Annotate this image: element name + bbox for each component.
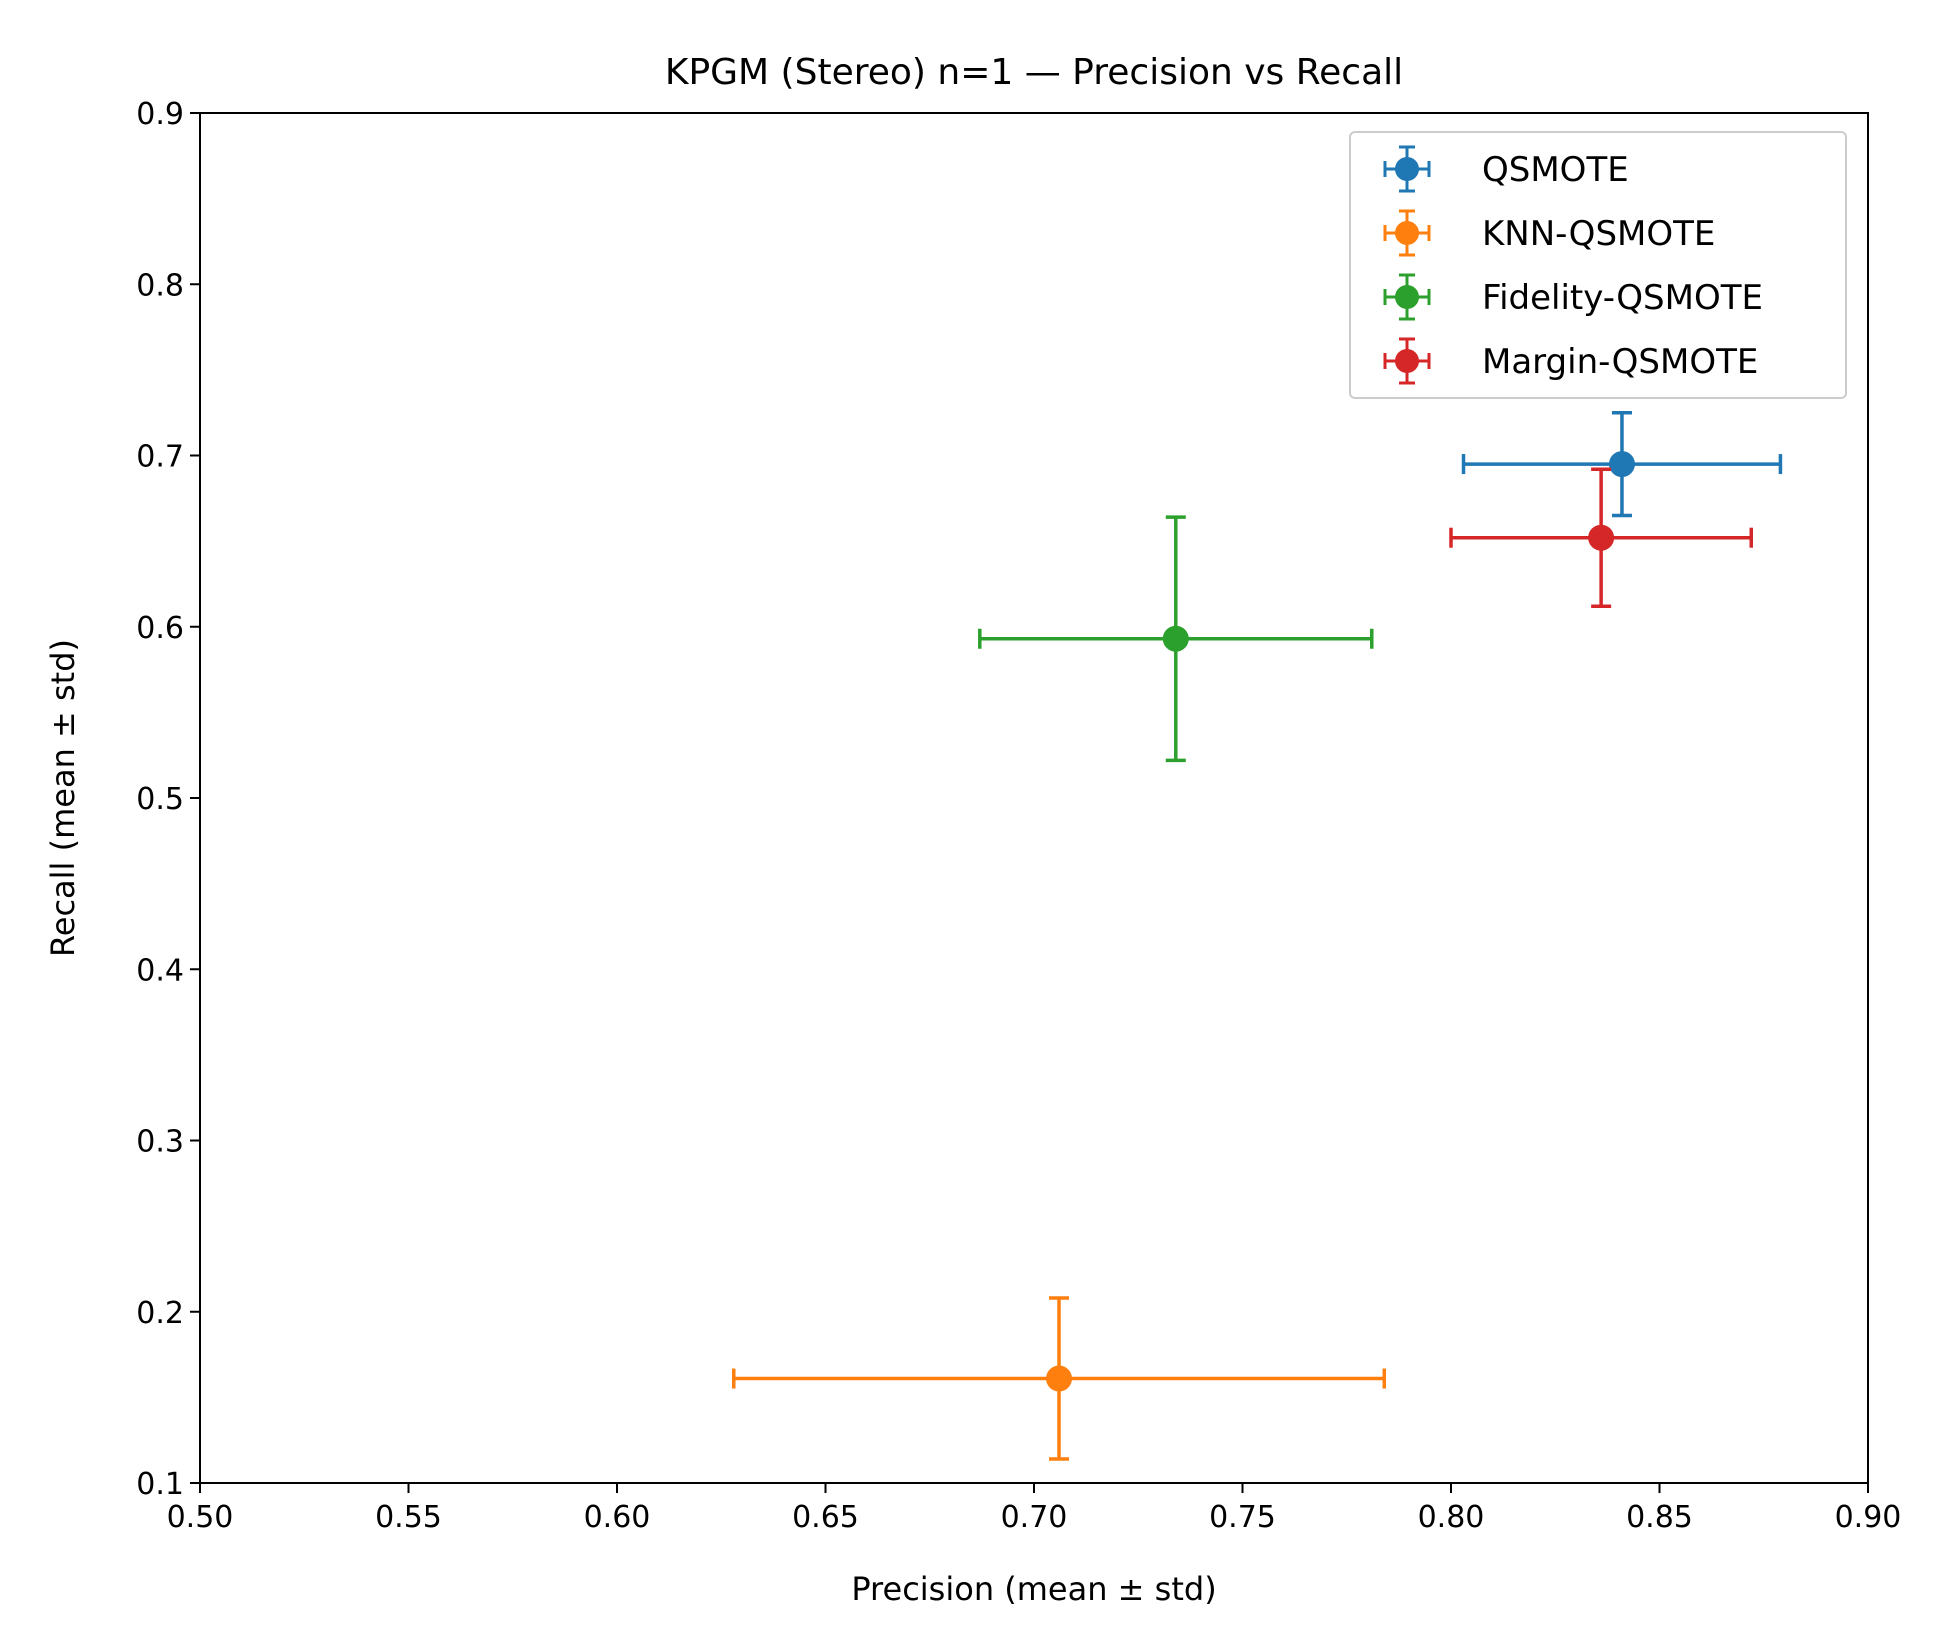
legend-marker (1395, 285, 1419, 309)
series-fidelity-qsmote (978, 515, 1374, 763)
y-tick-label: 0.5 (136, 782, 184, 817)
y-tick-label: 0.9 (136, 97, 184, 132)
legend: QSMOTE KNN-QSMOTE Fidelity-QSMOTE Margin-QS… (1349, 131, 1847, 399)
x-tick-label: 0.85 (1626, 1500, 1693, 1535)
legend-item: Fidelity-QSMOTE (1383, 273, 1763, 321)
y-axis: 0.1 0.2 0.3 0.4 0.5 0.6 0.7 0.8 0.9 (136, 97, 200, 1502)
legend-label: Margin-QSMOTE (1482, 342, 1758, 382)
x-tick-label: 0.80 (1418, 1500, 1485, 1535)
series-margin-qsmote (1449, 467, 1753, 608)
x-tick-label: 0.70 (1001, 1500, 1068, 1535)
y-axis-label: Recall (mean ± std) (44, 639, 82, 957)
x-axis: 0.50 0.55 0.60 0.65 0.70 0.75 0.80 0.85 0.90 (167, 1483, 1902, 1535)
x-tick-label: 0.75 (1209, 1500, 1276, 1535)
legend-item: KNN-QSMOTE (1383, 209, 1715, 257)
x-tick-label: 0.55 (375, 1500, 442, 1535)
y-tick-label: 0.6 (136, 611, 184, 646)
x-tick-label: 0.60 (584, 1500, 651, 1535)
legend-label: KNN-QSMOTE (1482, 214, 1715, 254)
data-point (1588, 524, 1615, 551)
legend-marker (1395, 349, 1419, 373)
x-tick-label: 0.65 (792, 1500, 859, 1535)
legend-box (1349, 131, 1847, 399)
legend-item: Margin-QSMOTE (1383, 337, 1758, 385)
y-tick-label: 0.3 (136, 1125, 184, 1160)
legend-marker (1395, 157, 1419, 181)
series-knn-qsmote (732, 1296, 1387, 1461)
chart-title: KPGM (Stereo) n=1 — Precision vs Recall (665, 52, 1403, 93)
legend-label: Fidelity-QSMOTE (1482, 278, 1763, 318)
data-marks (732, 410, 1783, 1461)
y-tick-label: 0.7 (136, 440, 184, 475)
data-point (1162, 625, 1189, 652)
legend-marker (1395, 221, 1419, 245)
y-tick-label: 0.1 (136, 1467, 184, 1502)
legend-label: QSMOTE (1482, 150, 1629, 190)
y-tick-label: 0.2 (136, 1296, 184, 1331)
y-tick-label: 0.8 (136, 268, 184, 303)
series-qsmote (1461, 410, 1783, 518)
data-point (1046, 1365, 1073, 1392)
x-tick-label: 0.50 (167, 1500, 234, 1535)
y-tick-label: 0.4 (136, 953, 184, 988)
data-point (1608, 451, 1635, 478)
x-tick-label: 0.90 (1835, 1500, 1902, 1535)
x-axis-label: Precision (mean ± std) (851, 1570, 1216, 1608)
legend-item: QSMOTE (1383, 145, 1629, 193)
